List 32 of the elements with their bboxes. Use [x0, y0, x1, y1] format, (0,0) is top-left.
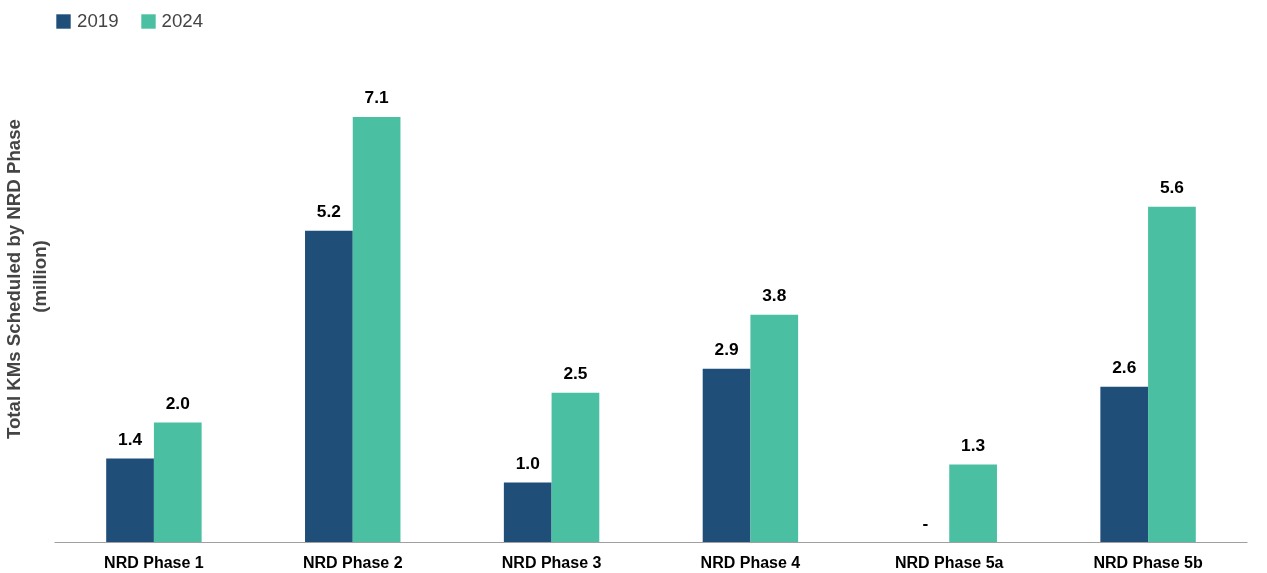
x-tick-label: NRD Phase 3 [501, 553, 602, 571]
x-tick-label: NRD Phase 1 [104, 553, 204, 571]
data-label: 2.5 [563, 362, 588, 383]
data-label: 2.9 [714, 338, 739, 359]
bar [1100, 386, 1149, 543]
bar [153, 422, 202, 543]
bar [106, 458, 154, 543]
data-label: 3.8 [762, 284, 787, 305]
data-label: 2.0 [165, 392, 190, 413]
bar [1148, 206, 1196, 543]
bar [750, 314, 799, 543]
bar [352, 116, 401, 543]
data-label: 1.0 [515, 452, 540, 473]
data-label: 7.1 [364, 86, 390, 107]
legend-label: 2024 [161, 10, 204, 32]
text: - [922, 512, 929, 533]
x-tick-label: NRD Phase 5a [895, 553, 1004, 571]
bar [551, 392, 600, 543]
data-label: 1.4 [118, 428, 143, 449]
data-label: 5.6 [1159, 176, 1185, 197]
bar [702, 368, 751, 543]
bar [305, 230, 353, 543]
x-tick-label: NRD Phase 4 [700, 553, 801, 571]
bar [949, 464, 997, 543]
data-label: 2.6 [1112, 356, 1137, 377]
legend-label: 2019 [77, 10, 119, 32]
y-axis-title: Total KMs Scheduled by NRD Phase (million) [3, 119, 50, 440]
data-label: 1.3 [961, 434, 986, 455]
x-tick-label: NRD Phase 5b [1093, 553, 1203, 571]
bar [503, 482, 552, 543]
x-tick-label: NRD Phase 2 [302, 553, 403, 571]
data-label: 5.2 [316, 200, 341, 221]
